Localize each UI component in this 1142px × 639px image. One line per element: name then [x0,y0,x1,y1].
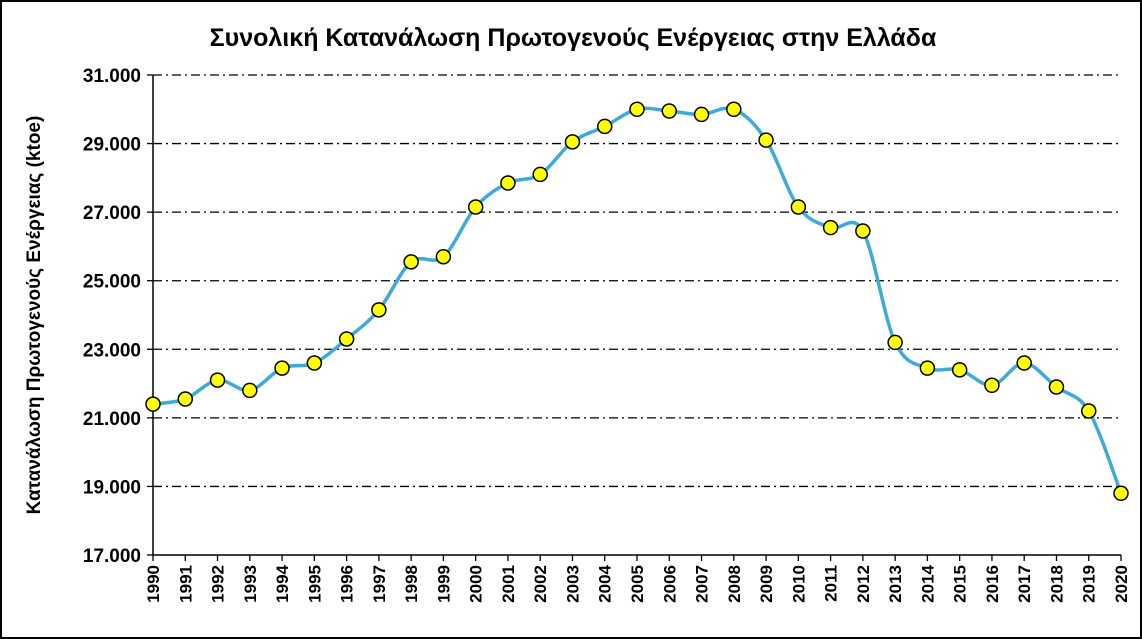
data-point-2006 [661,103,678,119]
x-tick-label: 2006 [660,565,679,603]
data-point-2013 [887,334,903,351]
x-tick-label: 1999 [434,565,453,603]
x-tick-label: 1996 [338,565,357,603]
y-tick-label: 19.000 [83,477,141,498]
y-tick-label: 17.000 [83,546,141,567]
x-tick-label: 1990 [144,565,163,603]
data-point-1992 [209,372,226,388]
y-tick-label: 31.000 [83,66,141,87]
data-point-2011 [822,219,839,236]
x-tick-label: 2010 [789,565,808,603]
axes [147,74,1122,561]
x-tick-label: 2017 [1015,565,1034,603]
data-point-2004 [596,118,613,135]
data-point-1993 [242,382,258,399]
x-tick-label: 1994 [273,564,292,602]
x-tick-label: 1991 [176,565,195,603]
x-tick-label: 1998 [402,565,421,603]
data-point-2017 [1016,355,1032,371]
data-point-2016 [984,377,1000,394]
data-point-2007 [693,106,710,123]
x-tick-label: 2019 [1080,565,1099,603]
data-point-2001 [500,175,516,191]
data-point-2002 [532,166,548,183]
x-tick-label: 2020 [1112,565,1131,603]
x-tick-label: 2004 [596,564,615,602]
x-tick-label: 2016 [983,565,1002,603]
data-point-2014 [919,360,936,376]
data-point-2010 [790,199,807,215]
data-point-1996 [338,331,355,347]
series-line [152,106,1123,494]
x-tick-label: 2015 [951,565,970,603]
gridlines [153,74,1121,488]
data-point-1995 [306,355,323,371]
data-point-1999 [435,248,452,265]
y-tick-label: 27.000 [83,203,141,224]
x-tick-label: 2014 [918,564,937,602]
data-point-2009 [758,132,774,148]
data-point-2015 [951,362,968,378]
x-tick-label: 2003 [563,565,582,603]
data-point-2008 [726,101,742,118]
x-tick-label: 2011 [822,565,841,602]
y-tick-label: 23.000 [83,340,141,361]
x-tick-label: 2007 [693,565,712,603]
data-point-2000 [467,199,484,215]
x-tick-label: 2018 [1047,565,1066,603]
data-point-2005 [629,101,645,118]
x-tick-label: 2013 [886,565,905,603]
x-tick-label: 1992 [209,565,228,603]
x-tick-label: 2000 [467,565,486,603]
data-point-2018 [1048,379,1065,395]
x-tick-label: 1997 [370,565,389,603]
x-tick-labels: 1990 1991 1992 1993 1994 1995 1996 1997 1998 1999… [144,564,1131,602]
y-tick-label: 21.000 [83,409,141,430]
data-point-1991 [177,391,194,407]
chart-title: Συνολική Κατανάλωση Πρωτογενούς Ενέργεια… [209,24,937,52]
data-point-2003 [564,134,581,150]
x-tick-label: 2001 [499,565,518,603]
data-point-1990 [145,396,161,412]
data-point-1998 [403,254,419,270]
data-point-2020 [1113,485,1129,502]
x-tick-label: 2002 [531,565,550,603]
data-point-1994 [274,360,290,376]
x-tick-label: 2005 [628,565,647,603]
x-tick-label: 1993 [241,565,260,603]
y-tick-label: 29.000 [83,135,141,156]
data-markers [145,101,1129,502]
data-point-2019 [1080,403,1097,419]
y-tick-label: 25.000 [83,272,141,293]
x-tick-label: 2008 [725,565,744,603]
data-point-1997 [371,302,387,318]
x-tick-label: 2012 [854,565,873,603]
y-axis-label: Κατανάλωση Πρωτογενούς Ενέργειας (ktoe) [24,116,45,515]
data-point-2012 [855,223,871,239]
x-tick-label: 2009 [757,565,776,603]
y-tick-labels: 17.000 19.000 21.000 23.000 25.000 27.000 29.0… [83,66,141,567]
x-tick-label: 1995 [305,565,324,603]
